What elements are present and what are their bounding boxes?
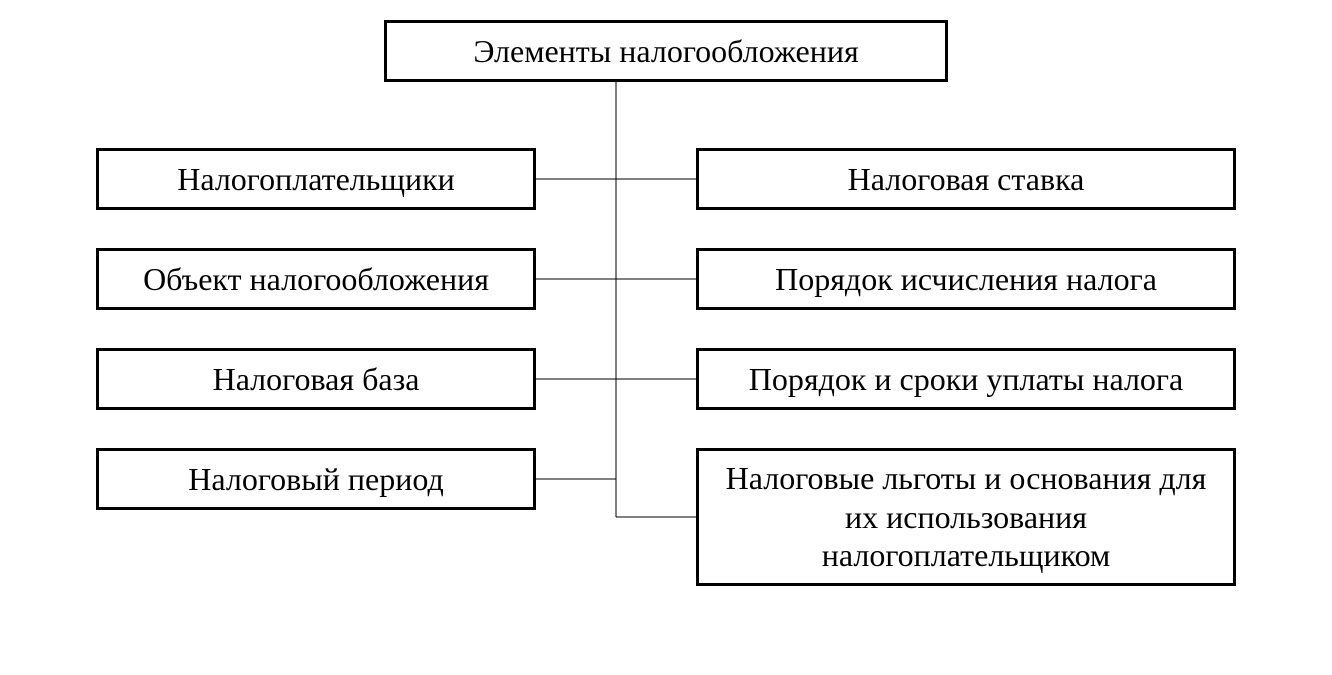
- node-left1: Налогоплательщики: [96, 148, 536, 210]
- node-right2: Порядок исчисления налога: [696, 248, 1236, 310]
- node-left2: Объект налогообложения: [96, 248, 536, 310]
- node-left3: Налоговая база: [96, 348, 536, 410]
- node-root: Элементы налогообложения: [384, 20, 948, 82]
- diagram-canvas: Элементы налогообложения Налогоплательщик…: [0, 0, 1332, 675]
- node-right3: Порядок и сроки уплаты налога: [696, 348, 1236, 410]
- node-left4: Налоговый период: [96, 448, 536, 510]
- node-right1: Налоговая ставка: [696, 148, 1236, 210]
- node-right4: Налоговые льготы и основания для их испо…: [696, 448, 1236, 586]
